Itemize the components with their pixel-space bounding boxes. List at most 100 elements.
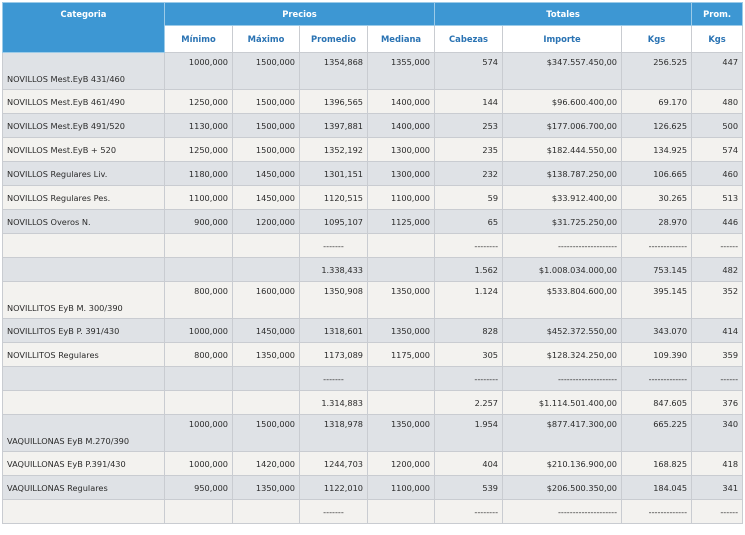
table-row: 1.338,433 1.562 $1.008.034.000,00 753.145 48… (2, 257, 744, 282)
cell-minimo: 1100,000 (164, 185, 233, 210)
cell-categoria: NOVILLITOS EyB P. 391/430 (2, 318, 165, 343)
cell-importe: $210.136.900,00 (502, 451, 623, 476)
cell-prom-kgs: ------ (691, 233, 744, 258)
cell-promedio: 1318,601 (299, 318, 368, 343)
cell-prom-kgs: 352 (691, 281, 744, 319)
cell-categoria: NOVILLOS Mest.EyB + 520 (2, 137, 165, 162)
cell-kgs: 847.605 (621, 390, 693, 415)
cell-prom-kgs: ------ (691, 499, 744, 524)
cell-kgs: 256.525 (621, 52, 693, 90)
cell-importe: $1.008.034.000,00 (502, 257, 623, 282)
cell-cabezas: 253 (434, 113, 504, 138)
cell-importe: $1.114.501.400,00 (502, 390, 623, 415)
cell-kgs: 28.970 (621, 209, 693, 234)
table-row: ------- -------- -------------------- -----… (2, 366, 744, 391)
cell-kgs: 343.070 (621, 318, 693, 343)
cell-mediana (366, 257, 436, 282)
table-row: ------- -------- -------------------- -----… (2, 499, 744, 524)
cell-cabezas: 1.954 (434, 414, 504, 452)
cell-mediana: 1300,000 (366, 137, 436, 162)
cell-importe: -------------------- (502, 366, 623, 391)
table-row: VAQUILLONAS Regulares 950,000 1350,000 1122… (2, 475, 744, 500)
cell-mediana (366, 499, 436, 524)
cell-mediana (366, 390, 436, 415)
cell-promedio: ------- (299, 499, 368, 524)
cell-cabezas: 232 (434, 161, 504, 186)
cell-kgs: 395.145 (621, 281, 693, 319)
cell-maximo: 1500,000 (232, 414, 300, 452)
cell-importe: $877.417.300,00 (502, 414, 623, 452)
cell-prom-kgs: 460 (691, 161, 744, 186)
cell-mediana: 1350,000 (366, 318, 436, 343)
table-row: NOVILLOS Mest.EyB 431/460 1000,000 1500,00… (2, 52, 744, 90)
cell-maximo: 1500,000 (232, 137, 300, 162)
header-kgs: Kgs (621, 25, 693, 53)
cell-minimo: 1000,000 (164, 414, 233, 452)
cell-kgs: 753.145 (621, 257, 693, 282)
header-maximo: Máximo (232, 25, 300, 53)
cell-promedio: 1095,107 (299, 209, 368, 234)
cell-kgs: 184.045 (621, 475, 693, 500)
cell-minimo (164, 366, 233, 391)
table-row: 1.314,883 2.257 $1.114.501.400,00 847.605 37… (2, 390, 744, 415)
header-importe: Importe (502, 25, 623, 53)
cell-promedio: ------- (299, 366, 368, 391)
cell-categoria: NOVILLOS Mest.EyB 431/460 (2, 52, 165, 90)
header-cabezas: Cabezas (434, 25, 504, 53)
cell-categoria (2, 499, 165, 524)
cell-maximo: 1600,000 (232, 281, 300, 319)
cell-kgs: 109.390 (621, 342, 693, 367)
cell-minimo: 900,000 (164, 209, 233, 234)
cell-minimo: 800,000 (164, 281, 233, 319)
cell-kgs: 134.925 (621, 137, 693, 162)
cell-kgs: ------------- (621, 366, 693, 391)
cell-promedio: 1173,089 (299, 342, 368, 367)
cell-importe: $533.804.600,00 (502, 281, 623, 319)
cell-minimo: 1250,000 (164, 89, 233, 114)
cell-promedio: 1350,908 (299, 281, 368, 319)
cell-prom-kgs: 446 (691, 209, 744, 234)
cell-categoria: NOVILLOS Overos N. (2, 209, 165, 234)
cell-maximo: 1200,000 (232, 209, 300, 234)
cell-cabezas: 1.562 (434, 257, 504, 282)
cell-maximo: 1450,000 (232, 161, 300, 186)
cell-importe: $96.600.400,00 (502, 89, 623, 114)
cell-categoria: NOVILLOS Regulares Liv. (2, 161, 165, 186)
cell-cabezas: 65 (434, 209, 504, 234)
table-row: ------- -------- -------------------- -----… (2, 233, 744, 258)
cell-promedio: 1397,881 (299, 113, 368, 138)
cell-maximo (232, 233, 300, 258)
cell-maximo: 1500,000 (232, 113, 300, 138)
header-prom-kgs: Kgs (691, 25, 744, 53)
cell-minimo: 1000,000 (164, 52, 233, 90)
cell-categoria (2, 366, 165, 391)
cell-prom-kgs: 574 (691, 137, 744, 162)
cell-importe: $31.725.250,00 (502, 209, 623, 234)
cell-promedio: ------- (299, 233, 368, 258)
cell-mediana: 1200,000 (366, 451, 436, 476)
header-categoria: Categoria (2, 2, 165, 53)
cell-categoria: NOVILLOS Mest.EyB 461/490 (2, 89, 165, 114)
cell-cabezas: 404 (434, 451, 504, 476)
table-row: NOVILLOS Mest.EyB 491/520 1130,000 1500,00… (2, 113, 744, 138)
cell-minimo: 1000,000 (164, 451, 233, 476)
cell-importe: $206.500.350,00 (502, 475, 623, 500)
cell-minimo (164, 233, 233, 258)
cell-promedio: 1301,151 (299, 161, 368, 186)
cell-maximo: 1420,000 (232, 451, 300, 476)
cell-mediana: 1400,000 (366, 89, 436, 114)
cell-cabezas: -------- (434, 499, 504, 524)
cell-categoria (2, 257, 165, 282)
table-row: NOVILLOS Regulares Pes. 1100,000 1450,000 1… (2, 185, 744, 210)
cell-minimo (164, 390, 233, 415)
market-prices-table: Categoria Precios Totales Prom. Mínimo M… (2, 2, 744, 524)
cell-maximo (232, 257, 300, 282)
cell-minimo: 1180,000 (164, 161, 233, 186)
cell-categoria (2, 233, 165, 258)
cell-mediana (366, 366, 436, 391)
cell-minimo: 800,000 (164, 342, 233, 367)
table-row: NOVILLOS Mest.EyB 461/490 1250,000 1500,00… (2, 89, 744, 114)
table-body: NOVILLOS Mest.EyB 431/460 1000,000 1500,00… (2, 52, 744, 524)
cell-minimo: 1250,000 (164, 137, 233, 162)
table-row: VAQUILLONAS EyB P.391/430 1000,000 1420,00… (2, 451, 744, 476)
